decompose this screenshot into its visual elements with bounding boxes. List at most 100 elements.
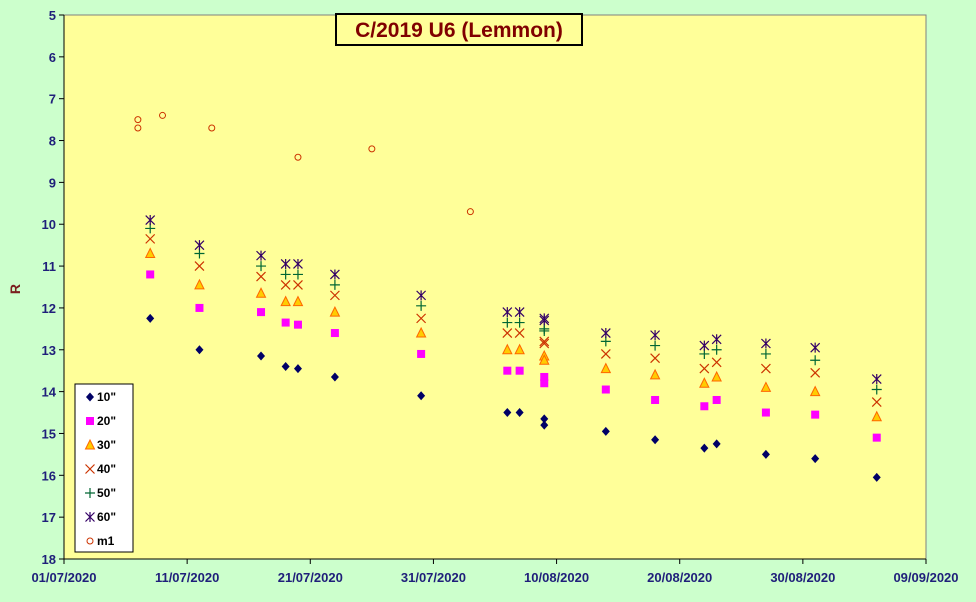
data-point (293, 279, 303, 290)
x-tick-label: 10/08/2020 (524, 570, 589, 585)
data-point (811, 410, 820, 419)
data-point (329, 290, 340, 301)
data-point (145, 223, 156, 234)
data-point (514, 317, 525, 328)
x-axis: 01/07/2020 11/07/2020 21/07/2020 31/07/2020… (31, 558, 959, 585)
legend-label: 10" (97, 390, 116, 404)
data-point (540, 414, 549, 424)
data-point (761, 449, 770, 459)
y-tick-label: 13 (42, 343, 56, 358)
data-point (871, 410, 883, 422)
data-point (330, 372, 339, 382)
data-point (810, 342, 821, 353)
data-point (368, 145, 376, 153)
data-point (871, 397, 882, 408)
data-point (600, 336, 611, 347)
data-point (712, 439, 721, 449)
data-point (208, 124, 216, 132)
x-tick-label: 11/07/2020 (155, 570, 219, 585)
data-point (195, 303, 204, 312)
y-tick-label: 15 (42, 426, 56, 441)
data-point (329, 279, 340, 290)
data-point (539, 323, 550, 334)
y-tick-label: 9 (49, 175, 56, 190)
data-point (650, 330, 661, 341)
series-diamond (146, 313, 881, 482)
data-point (503, 408, 512, 418)
data-point (256, 261, 267, 272)
chart-title-box: C/2019 U6 (Lemmon) (335, 13, 583, 46)
data-point (650, 340, 661, 351)
data-point (810, 355, 821, 366)
data-point (871, 384, 882, 395)
x-tick-label: 09/09/2020 (893, 570, 958, 585)
data-point (503, 366, 512, 375)
data-point (280, 269, 291, 280)
y-tick-label: 17 (42, 510, 56, 525)
legend: 10" 20" 30" 40" 50" 60" m1 (74, 383, 134, 553)
data-point (144, 247, 156, 259)
data-point (280, 279, 291, 290)
data-point (280, 295, 291, 307)
legend-marker (86, 392, 94, 402)
data-point (760, 381, 772, 392)
data-point (502, 307, 513, 318)
legend-marker (85, 512, 95, 522)
data-point (871, 374, 882, 385)
data-point (281, 362, 290, 372)
y-tick-label: 14 (42, 385, 57, 400)
series-x (145, 233, 882, 408)
data-point (280, 258, 291, 269)
y-tick-label: 11 (42, 259, 56, 274)
data-point (515, 366, 524, 375)
legend-marker (86, 537, 94, 545)
data-point (700, 443, 709, 453)
data-point (146, 313, 155, 323)
data-point (809, 385, 821, 397)
data-point (281, 318, 290, 327)
series-star (145, 215, 882, 385)
data-point (761, 408, 770, 417)
data-point (540, 420, 549, 430)
y-tick-label: 7 (49, 92, 56, 107)
y-tick-label: 16 (42, 468, 56, 483)
data-point (195, 345, 204, 355)
data-point (538, 354, 550, 365)
data-point (539, 315, 550, 326)
data-point (514, 328, 525, 338)
data-point (146, 270, 155, 279)
data-point (294, 153, 302, 161)
data-point (194, 278, 205, 290)
data-point (466, 208, 474, 216)
data-point (601, 385, 610, 394)
data-point (292, 295, 304, 307)
data-point (417, 391, 426, 401)
data-point (711, 344, 722, 355)
data-point (872, 472, 881, 482)
data-point (650, 353, 661, 364)
x-tick-label: 20/08/2020 (647, 570, 712, 585)
y-tick-label: 12 (42, 301, 56, 316)
legend-label: m1 (97, 534, 115, 548)
legend-marker (85, 488, 95, 498)
data-point (872, 433, 881, 442)
data-point (502, 317, 513, 328)
y-axis: 5 6 7 8 9 10 11 12 13 14 15 16 17 18 (42, 8, 65, 567)
data-point (760, 338, 771, 349)
data-point (416, 290, 427, 301)
data-point (255, 287, 267, 298)
data-point (760, 348, 771, 359)
data-point (514, 343, 525, 355)
y-tick-label: 8 (49, 134, 56, 149)
data-point (540, 372, 549, 381)
data-point (329, 305, 341, 317)
legend-marker (85, 464, 95, 474)
series-circle (134, 111, 474, 216)
legend-marker (84, 438, 96, 450)
data-point (417, 349, 426, 358)
x-tick-label: 31/07/2020 (401, 570, 466, 585)
data-point (711, 334, 722, 345)
data-point (329, 269, 340, 280)
